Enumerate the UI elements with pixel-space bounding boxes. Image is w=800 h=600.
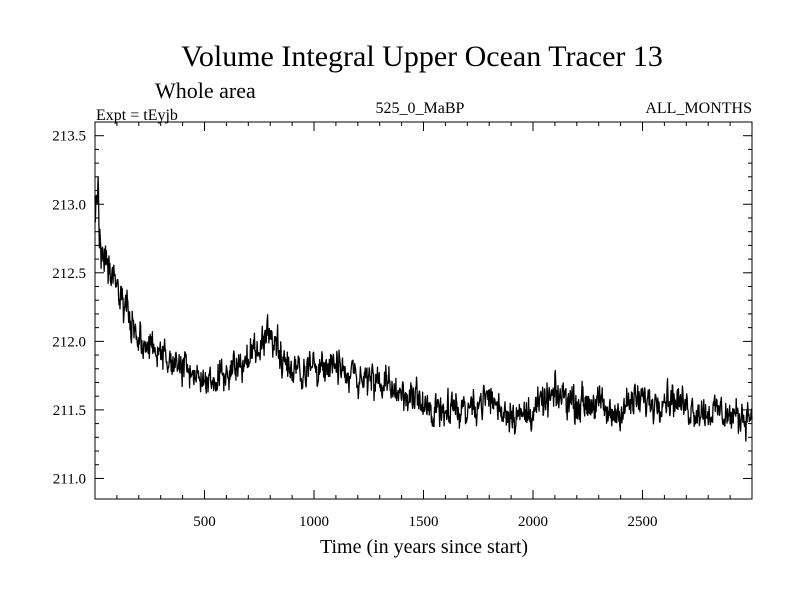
experiment-label: Expt = tEyjb bbox=[96, 107, 178, 124]
x-tick-label: 2500 bbox=[628, 514, 658, 530]
y-tick-label: 212.0 bbox=[52, 334, 86, 350]
x-axis: 500 1000 1500 2000 2500 bbox=[116, 122, 731, 530]
series-line bbox=[94, 176, 753, 442]
run-label: 525_0_MaBP bbox=[376, 100, 465, 117]
x-tick-label: 1500 bbox=[409, 514, 439, 530]
x-axis-label: Time (in years since start) bbox=[320, 536, 528, 558]
chart-subtitle: Whole area bbox=[155, 78, 256, 103]
x-tick-label: 2000 bbox=[518, 514, 548, 530]
y-tick-label: 213.0 bbox=[52, 197, 86, 213]
y-tick-label: 212.5 bbox=[52, 266, 86, 282]
chart-title: Volume Integral Upper Ocean Tracer 13 bbox=[181, 40, 663, 73]
y-axis: 211.0 211.5 212.0 212.5 213.0 213.5 bbox=[52, 121, 752, 487]
months-label: ALL_MONTHS bbox=[645, 100, 752, 117]
y-tick-label: 211.0 bbox=[53, 471, 86, 487]
y-tick-label: 213.5 bbox=[52, 129, 86, 145]
series-group bbox=[94, 176, 753, 442]
y-tick-label: 211.5 bbox=[53, 403, 86, 419]
x-tick-label: 500 bbox=[193, 514, 216, 530]
plot-frame bbox=[94, 121, 753, 500]
x-tick-label: 1000 bbox=[299, 514, 329, 530]
